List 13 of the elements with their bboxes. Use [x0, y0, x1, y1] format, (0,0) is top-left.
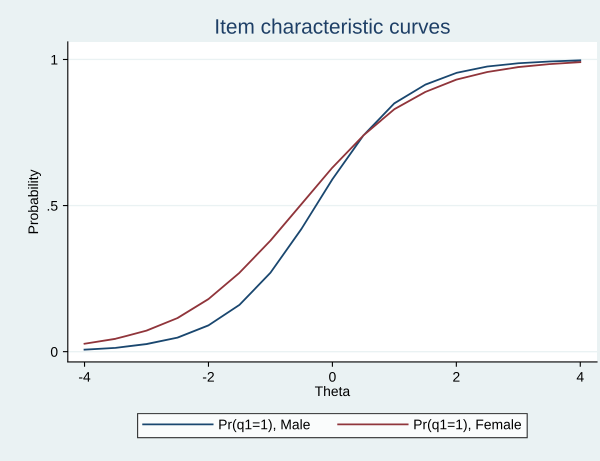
y-tick-label: .5 — [48, 201, 58, 211]
y-tick-label: 1 — [51, 54, 58, 65]
x-tick-label: 2 — [453, 372, 460, 382]
x-tick-label: -4 — [78, 372, 90, 382]
x-tick-label: 4 — [576, 372, 584, 382]
chart-title: Item characteristic curves — [216, 18, 450, 34]
x-tick-label: -2 — [202, 372, 214, 382]
x-axis-title: Theta — [314, 386, 350, 396]
y-axis-title: Probability — [28, 170, 41, 234]
x-tick-label: 0 — [329, 372, 336, 382]
legend-label: Pr(q1=1), Female — [414, 419, 522, 432]
y-tick-label: 0 — [50, 346, 58, 357]
legend-label: Pr(q1=1), Male — [219, 419, 310, 432]
